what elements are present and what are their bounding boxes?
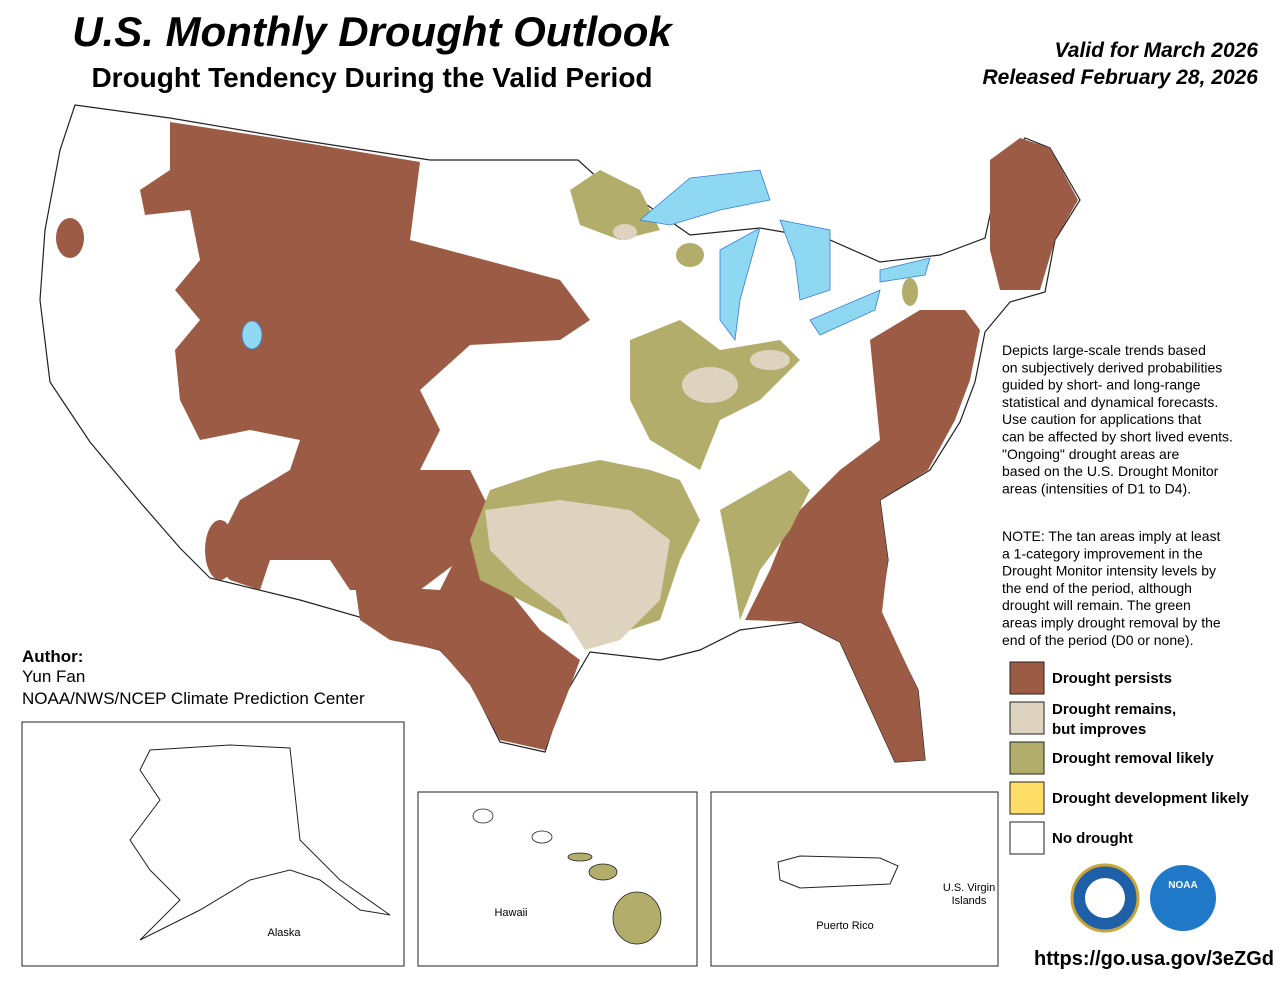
author-label: Author: [22,647,83,666]
alaska-shape [129,744,391,941]
alaska-label: Alaska [267,927,301,939]
author-org: NOAA/NWS/NCEP Climate Prediction Center [22,689,365,708]
noaa-logo-text: NOAA [1168,880,1197,891]
note-line: a 1-category improvement in the [1002,545,1203,561]
url: https://go.usa.gov/3eZGd [1034,948,1274,970]
note-line: NOTE: The tan areas imply at least [1002,528,1220,544]
legend-label: Drought removal likely [1052,750,1214,767]
puerto-rico-label: Puerto Rico [816,920,873,932]
legend-label: Drought remains, [1052,701,1176,718]
note-line: end of the period (D0 or none). [1002,632,1193,648]
drought-improves-areas [485,224,790,650]
legend-label: but improves [1052,721,1146,738]
virgin-islands-label: Islands [952,895,987,907]
legend: Drought persists Drought remains, but impr… [1009,661,1249,855]
puerto-rico-shape [777,855,899,889]
description-line: based on the U.S. Drought Monitor [1002,463,1219,479]
description-line: guided by short- and long-range [1002,377,1201,393]
note-line: drought will remain. The green [1002,597,1191,613]
author-name: Yun Fan [22,667,85,686]
insets: Alaska Hawaii Puerto Rico U.S. Virgin Is… [21,721,999,967]
legend-swatch [1009,781,1045,815]
drought-persists-areas [56,122,1078,762]
legend-swatch [1009,661,1045,695]
description-line: can be affected by short lived events. [1002,429,1233,445]
legend-label: No drought [1052,830,1133,847]
logos: NOAA [1070,863,1216,933]
legend-label: Drought persists [1052,670,1172,687]
commerce-seal-center [1085,878,1125,918]
valid-period: Valid for March 2026 [1055,39,1259,62]
description-line: "Ongoing" drought areas are [1002,446,1179,462]
hawaii-label: Hawaii [494,907,527,919]
release-date: Released February 28, 2026 [982,66,1258,89]
noaa-logo [1150,865,1216,931]
legend-swatch [1009,701,1045,735]
note-line: the end of the period, although [1002,580,1192,596]
description-line: areas (intensities of D1 to D4). [1002,480,1191,496]
description-line: statistical and dynamical forecasts. [1002,394,1218,410]
title: U.S. Monthly Drought Outlook [72,8,674,55]
hawaii-islands [472,808,662,945]
lakes [241,169,931,350]
legend-swatch [1009,741,1045,775]
description-line: on subjectively derived probabilities [1002,359,1222,375]
legend-swatch [1009,821,1045,855]
subtitle: Drought Tendency During the Valid Period [91,62,652,93]
hawaii-inset [417,791,698,967]
conus [39,104,1081,763]
virgin-islands-label: U.S. Virgin [943,882,995,894]
note-line: areas imply drought removal by the [1002,615,1221,631]
note-line: Drought Monitor intensity levels by [1002,563,1216,579]
description-line: Use caution for applications that [1002,411,1201,427]
description-line: Depicts large-scale trends based [1002,342,1206,358]
legend-label: Drought development likely [1052,790,1249,807]
